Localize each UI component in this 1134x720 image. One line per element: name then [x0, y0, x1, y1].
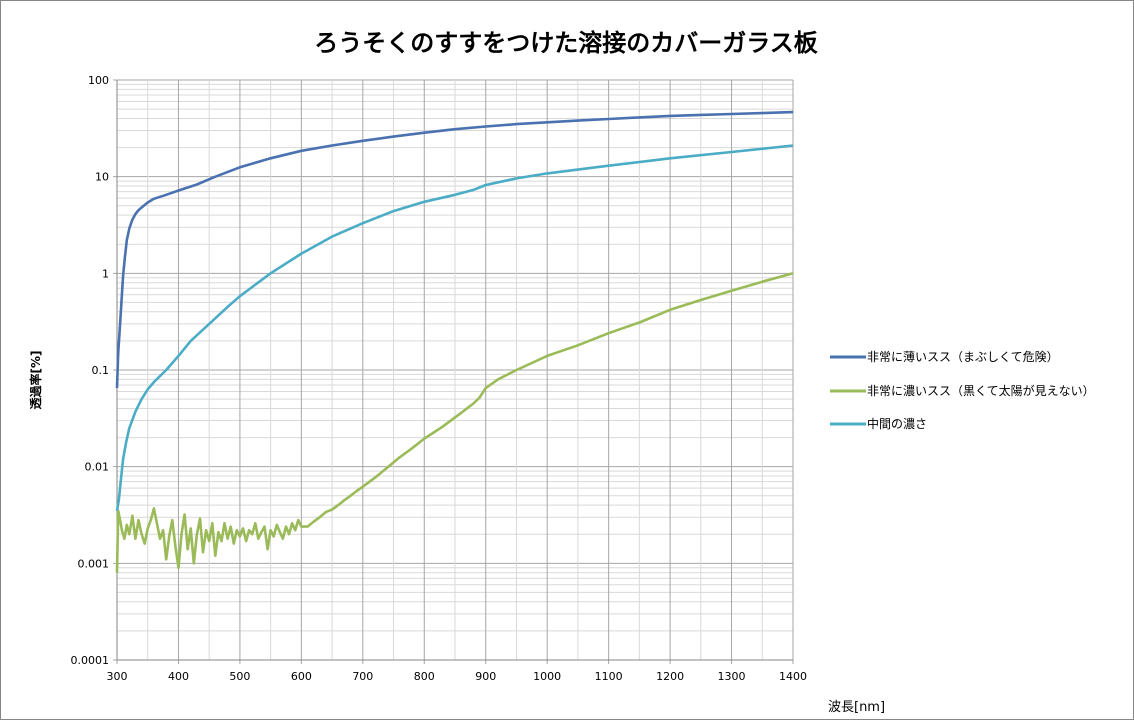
y-tick-label: 0.01 [85, 461, 110, 474]
y-tick-label: 0.1 [92, 364, 110, 377]
legend-label-1: 非常に薄いスス（まぶしくて危険） [867, 349, 1059, 364]
x-tick-label: 1400 [779, 670, 807, 683]
x-tick-label: 1300 [718, 670, 746, 683]
series-line-2 [115, 272, 794, 573]
legend-label-2: 非常に濃いスス（黒くて太陽が見えない） [867, 383, 1095, 398]
series-lines [115, 110, 794, 573]
chart-title: ろうそくのすすをつけた溶接のカバーガラス板 [314, 29, 819, 57]
legend-label-3: 中間の濃さ [867, 416, 927, 431]
legend: 非常に薄いスス（まぶしくて危険） 非常に濃いスス（黒くて太陽が見えない） 中間の濃さ [830, 349, 1095, 431]
x-tick-label: 500 [229, 670, 250, 683]
series-line-1 [115, 110, 794, 389]
y-tick-labels: 0.0001 0.001 0.01 0.1 1 10 100 [71, 74, 110, 667]
x-tick-label: 400 [168, 670, 189, 683]
y-tick-label: 10 [95, 171, 109, 184]
y-tick-label: 0.001 [78, 557, 110, 570]
x-tick-label: 600 [291, 670, 312, 683]
x-tick-label: 900 [475, 670, 496, 683]
series-line-3 [115, 144, 794, 511]
x-axis-label: 波長[nm] [828, 700, 885, 715]
grid [113, 79, 794, 664]
y-axis-label: 透過率[%] [28, 351, 43, 410]
y-tick-label: 1 [102, 267, 109, 280]
x-tick-label: 700 [352, 670, 373, 683]
x-tick-label: 800 [414, 670, 435, 683]
y-tick-label: 100 [88, 74, 109, 87]
x-tick-label: 1200 [656, 670, 684, 683]
x-tick-labels: 300 400 500 600 700 800 900 1000 1100 1200 1300 140… [107, 670, 808, 683]
x-tick-label: 1100 [595, 670, 623, 683]
y-tick-label: 0.0001 [71, 654, 110, 667]
x-tick-label: 300 [107, 670, 128, 683]
x-tick-label: 1000 [533, 670, 561, 683]
